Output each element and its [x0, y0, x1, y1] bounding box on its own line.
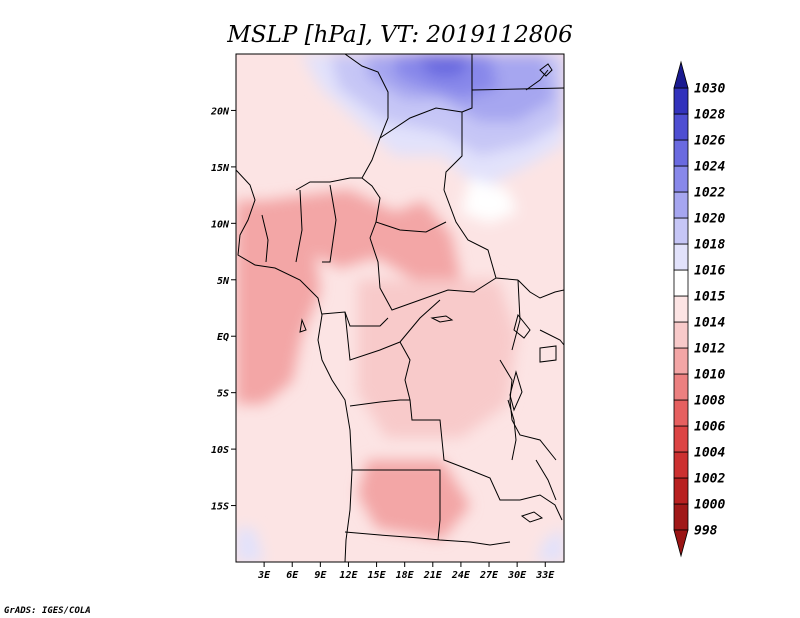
chart-title: MSLP [hPa], VT: 2019112806: [226, 22, 572, 48]
colorbar-box: [673, 295, 689, 323]
y-axis: 20N 15N 10N 5N EQ 5S 10S 15S: [210, 106, 236, 513]
pressure-field: [236, 54, 564, 562]
colorbar-box: [673, 347, 689, 375]
x-tick-label: 24E: [451, 570, 471, 581]
x-tick-label: 6E: [286, 570, 299, 581]
x-tick-label: 3E: [257, 570, 271, 581]
country-borders: [236, 54, 564, 562]
colorbar-label: 1015: [694, 290, 725, 305]
map-frame: [235, 53, 565, 563]
colorbar-label: 1020: [694, 212, 725, 227]
colorbar-box: [673, 269, 689, 297]
field-patch-sahel-trough: [264, 189, 461, 280]
colorbar-box: [673, 87, 689, 115]
colorbar-label: 1008: [694, 394, 725, 409]
x-tick-label: 9E: [314, 570, 327, 581]
y-tick-label: 10S: [211, 445, 229, 456]
colorbar-box: [673, 191, 689, 219]
x-tick-label: 21E: [423, 570, 443, 581]
colorbar-label: 1024: [694, 160, 725, 175]
colorbar-label: 1004: [694, 446, 725, 461]
colorbar-box: [673, 217, 689, 245]
colorbar-box: [673, 503, 689, 531]
colorbar-box: [673, 477, 689, 505]
x-tick-label: 15E: [368, 570, 387, 581]
colorbar-box: [673, 139, 689, 167]
x-axis: 3E 6E 9E 12E 15E 18E 21E 24E 27E 30E 33E: [257, 562, 555, 581]
colorbar-high-triangle: [673, 60, 689, 89]
y-tick-label: 10N: [211, 219, 230, 230]
colorbar-low-triangle: [673, 529, 689, 558]
x-tick-label: 30E: [507, 570, 527, 581]
y-tick-label: 20N: [210, 106, 230, 117]
field-patch-congo-basin: [357, 279, 518, 438]
colorbar-label: 1022: [694, 186, 725, 201]
colorbar-box: [673, 373, 689, 401]
field-patch-west-coast-low: [236, 200, 321, 404]
colorbar-label: 1028: [694, 108, 725, 123]
field-patch-se-corner: [535, 528, 564, 562]
y-tick-label: 15S: [211, 502, 229, 513]
colorbar-label: 998: [694, 524, 718, 539]
colorbar-box: [673, 113, 689, 141]
field-patch-saharan-high-peak: [414, 54, 471, 77]
colorbar-box: [673, 243, 689, 271]
field-patch-ridge-white: [460, 178, 518, 224]
colorbar-label: 1014: [694, 316, 725, 331]
colorbar-box: [673, 425, 689, 453]
colorbar-box: [673, 451, 689, 479]
colorbar-label: 1006: [694, 420, 725, 435]
y-tick-label: 5S: [217, 389, 229, 400]
x-tick-label: 27E: [479, 570, 499, 581]
y-tick-label: 15N: [211, 163, 230, 174]
field-patch-sw-corner: [236, 528, 265, 562]
colorbar-box: [673, 321, 689, 349]
x-tick-label: 12E: [339, 570, 358, 581]
field-patch-angola-low: [357, 460, 471, 540]
x-tick-label: 18E: [396, 570, 415, 581]
colorbar-label: 1002: [694, 472, 725, 487]
colorbar: 998 1000 1002 1004 1006 1008 1010 1012 1014 1015 1…: [673, 60, 725, 558]
colorbar-label: 1016: [694, 264, 725, 279]
footer-credit: GrADS: IGES/COLA: [4, 606, 91, 616]
colorbar-label: 1000: [694, 498, 725, 513]
y-tick-label: EQ: [217, 332, 229, 343]
y-tick-label: 5N: [217, 276, 230, 287]
colorbar-box: [673, 165, 689, 193]
x-tick-label: 33E: [535, 570, 555, 581]
map-area: 3E 6E 9E 12E 15E 18E 21E 24E 27E 30E 33E 20N 15N 10N…: [210, 53, 565, 581]
colorbar-box: [673, 399, 689, 427]
colorbar-label: 1026: [694, 134, 725, 149]
colorbar-label: 1010: [694, 368, 725, 383]
colorbar-label: 1030: [694, 82, 725, 97]
colorbar-label: 1018: [694, 238, 725, 253]
colorbar-label: 1012: [694, 342, 725, 357]
